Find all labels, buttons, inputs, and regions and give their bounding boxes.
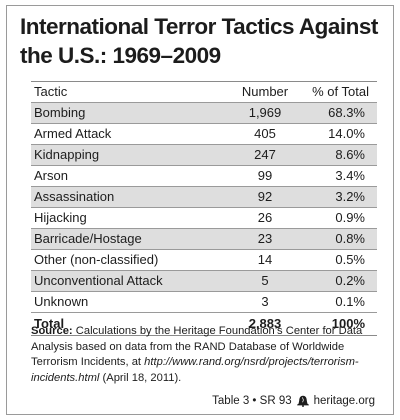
- number-cell: 26: [257, 210, 273, 225]
- number-cell: 99: [257, 168, 273, 183]
- tactic-cell: Armed Attack: [34, 126, 112, 141]
- footer: Table 3 • SR 93 heritage.org: [212, 395, 375, 407]
- percent-cell: 14.0%: [328, 126, 365, 141]
- table-row: Assassination 92 3.2%: [31, 187, 377, 208]
- table-header-row: Tactic Number % of Total: [31, 82, 377, 103]
- tactic-cell: Kidnapping: [34, 147, 100, 162]
- total-label: Total: [34, 316, 65, 331]
- number-cell: 14: [257, 252, 273, 267]
- source-url: http://www.rand.org/nsrd/projects/terror…: [31, 356, 359, 384]
- tactic-cell: Unconventional Attack: [34, 273, 163, 288]
- column-header-percent: % of Total: [312, 84, 369, 99]
- table-row: Barricade/Hostage 23 0.8%: [31, 229, 377, 250]
- number-cell: 405: [254, 126, 276, 141]
- footer-site[interactable]: heritage.org: [313, 395, 375, 407]
- total-number: 2,883: [248, 316, 282, 331]
- percent-cell: 3.2%: [335, 189, 365, 204]
- tactic-cell: Bombing: [34, 105, 86, 120]
- number-cell: 5: [261, 273, 269, 288]
- number-cell: 1,969: [248, 105, 282, 120]
- number-cell: 3: [261, 294, 269, 309]
- table-row: Unconventional Attack 5 0.2%: [31, 271, 377, 292]
- number-cell: 247: [254, 147, 276, 162]
- table-row: Hijacking 26 0.9%: [31, 208, 377, 229]
- total-percent: 100%: [331, 316, 365, 331]
- footer-ref: Table 3 • SR 93: [212, 395, 292, 407]
- number-cell: 92: [257, 189, 273, 204]
- percent-cell: 0.2%: [335, 273, 365, 288]
- percent-cell: 3.4%: [335, 168, 365, 183]
- source-label: Source:: [31, 325, 73, 337]
- percent-cell: 8.6%: [335, 147, 365, 162]
- column-header-number: Number: [241, 84, 289, 99]
- data-table: Tactic Number % of Total Bombing 1,969 68.…: [31, 81, 377, 336]
- tactic-cell: Barricade/Hostage: [34, 231, 142, 246]
- source-text-a: Calculations by the Heritage Foundation’…: [31, 325, 363, 368]
- page-title: International Terror Tactics Against the…: [20, 14, 378, 68]
- percent-cell: 0.8%: [335, 231, 365, 246]
- source-text-b: (April 18, 2011).: [99, 371, 182, 384]
- tactic-cell: Unknown: [34, 294, 89, 309]
- table-row: Bombing 1,969 68.3%: [31, 103, 377, 124]
- tactic-cell: Hijacking: [34, 210, 87, 225]
- percent-cell: 0.9%: [335, 210, 365, 225]
- table-row: Armed Attack 405 14.0%: [31, 124, 377, 145]
- table-total-row: Total 2,883 100%: [31, 313, 377, 336]
- source-note: Source: Calculations by the Heritage Fou…: [31, 324, 383, 386]
- tactic-cell: Arson: [34, 168, 68, 183]
- tactic-cell: Assassination: [34, 189, 115, 204]
- number-cell: 23: [257, 231, 273, 246]
- figure-frame: International Terror Tactics Against the…: [6, 5, 394, 415]
- percent-cell: 0.1%: [335, 294, 365, 309]
- table-row: Kidnapping 247 8.6%: [31, 145, 377, 166]
- table-row: Other (non-classified) 14 0.5%: [31, 250, 377, 271]
- table-body: Bombing 1,969 68.3% Armed Attack 405 14.0% Kid…: [31, 103, 377, 313]
- tactic-cell: Other (non-classified): [34, 252, 159, 267]
- percent-cell: 68.3%: [328, 105, 365, 120]
- percent-cell: 0.5%: [335, 252, 365, 267]
- liberty-bell-icon: [296, 395, 309, 407]
- table-row: Unknown 3 0.1%: [31, 292, 377, 313]
- table-row: Arson 99 3.4%: [31, 166, 377, 187]
- column-header-tactic: Tactic: [34, 84, 68, 99]
